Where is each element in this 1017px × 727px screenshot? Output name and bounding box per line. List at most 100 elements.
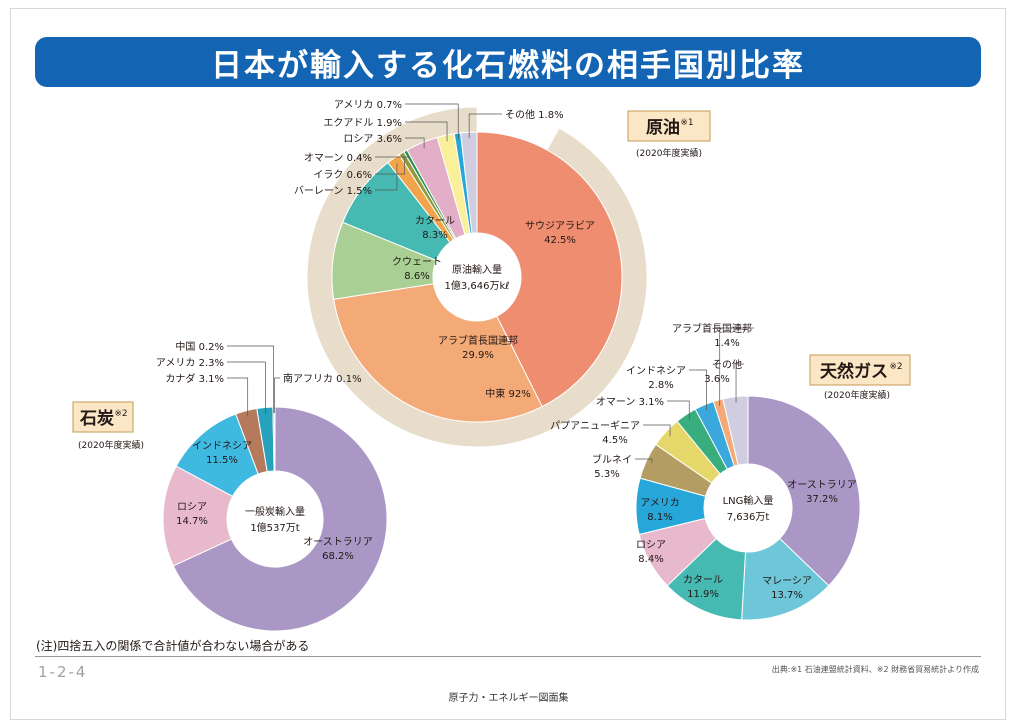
leader-line [405,103,459,140]
callout-label: イラク 0.6% [313,169,372,181]
leader-line [227,345,275,414]
slice-label: オーストラリア [303,536,373,548]
leader-line [274,377,280,414]
callout-value: 5.3% [594,469,619,480]
slice-label: サウジアラビア [525,220,595,232]
slice-coal-6 [273,406,276,472]
slice-lng-0 [747,395,861,587]
leader-line [635,458,653,464]
callout-value: 1.4% [714,338,739,349]
slice-label: オーストラリア [787,479,857,491]
callout-label: 南アフリカ 0.1% [283,372,362,385]
callout-label: パプアニューギニア [550,420,640,432]
outer-ring-label: 中東 92% [485,387,530,400]
callout-label: バーレーン 1.5% [294,185,372,197]
callout-label: アメリカ 2.3% [156,357,224,369]
slice-oil-10 [460,131,478,234]
page-title: 日本が輸入する化石燃料の相手国別比率 [211,47,805,84]
page-number: 1-2-4 [38,663,88,681]
callout-label: エクアドル 1.9% [323,117,402,129]
chart-lng: LNG輸入量 7,636万t オーストラリア 37.2% マレーシア 13.7% カタール 1… [550,322,911,621]
slice-label: ロシア [636,540,666,551]
chart-subtitle: (2020年度実績) [636,147,702,159]
slice-label: アメリカ [640,497,680,509]
center-value: 1億537万t [250,521,299,534]
footer-caption: 原子力・エネルギー図面集 [448,693,569,704]
chart-title-mark: ※1 [680,118,693,128]
slice-value: 8.3% [422,230,447,241]
slice-value: 11.9% [687,589,719,600]
leader-line [719,327,754,406]
center-label: 原油輸入量 [452,263,502,276]
slice-oil-0 [476,131,623,408]
slice-label: カタール [415,215,455,227]
footnote: (注)四捨五入の関係で合計値が合わない場合がある [36,639,310,653]
callout-label: その他 1.8% [505,108,564,121]
chart-title-box [627,110,711,142]
center-label: 一般炭輸入量 [245,505,305,518]
slice-label: クウェート [392,256,442,268]
leader-line [468,113,502,139]
chart-title-box [72,401,134,433]
leader-line [405,137,425,149]
leader-line [735,363,744,403]
slice-label: アラブ首長国連邦 [438,334,518,347]
slice-oil-1 [333,283,543,423]
chart-title: 石炭 [79,408,114,429]
leader-line [375,158,405,175]
leader-line [227,377,249,417]
callout-label: ブルネイ [592,453,632,466]
slice-coal-0 [172,406,388,632]
callout-label: インドネシア [626,365,686,377]
chart-title: 天然ガス [820,361,888,382]
leader-line [375,163,398,191]
chart-title-mark: ※2 [889,362,902,372]
slice-value: 8.4% [638,554,663,565]
chart-subtitle: (2020年度実績) [824,389,890,401]
slice-value: 13.7% [771,590,803,601]
callout-label: ロシア 3.6% [343,134,402,145]
slice-value: 37.2% [806,494,838,505]
leader-line [405,121,448,142]
leader-line [227,361,266,414]
chart-subtitle: (2020年度実績) [78,439,144,451]
callout-label: アラブ首長国連邦 [672,322,752,335]
slice-value: 8.1% [647,512,672,523]
callout-label: オマーン 0.4% [304,152,372,164]
slice-value: 11.5% [206,455,238,466]
slice-value: 42.5% [544,235,576,246]
title-banner: 日本が輸入する化石燃料の相手国別比率 [35,37,981,87]
slice-label: マレーシア [762,576,812,587]
leader-line [643,424,671,437]
slice-value: 68.2% [322,551,354,562]
callout-value: 4.5% [602,435,627,446]
slice-value: 29.9% [462,350,494,361]
page-frame [10,8,1006,720]
callout-value: 2.8% [648,380,673,391]
chart-title-mark: ※2 [114,409,127,419]
callout-label: カナダ 3.1% [165,372,224,385]
divider [35,656,981,657]
leader-line [667,400,690,420]
leader-line [689,369,707,411]
slice-label: ロシア [177,502,207,513]
center-value: 7,636万t [727,512,770,523]
slice-value: 14.7% [176,516,208,527]
slice-label: カタール [683,574,723,586]
slice-value: 8.6% [404,271,429,282]
leader-line [375,156,409,158]
callout-value: 3.6% [704,374,729,385]
source-credit: 出典:※1 石油連盟統計資料、※2 財務省貿易統計より作成 [771,665,979,674]
slice-lng-10 [722,395,749,466]
chart-coal: 一般炭輸入量 1億537万t オーストラリア 68.2% ロシア 14.7% インドネシア 1… [72,340,388,632]
center-value: 1億3,646万kℓ [445,279,510,292]
chart-oil: 原油輸入量 1億3,646万kℓ サウジアラビア 42.5% アラブ首長国連邦 29.9%… [294,99,711,448]
callout-label: オマーン 3.1% [596,396,664,408]
chart-title-box [809,354,911,386]
slice-label: インドネシア [192,440,252,452]
chart-title: 原油 [646,117,680,138]
center-label: LNG輸入量 [723,494,774,507]
callout-label: その他 [712,358,742,371]
callout-label: 中国 0.2% [175,340,224,353]
